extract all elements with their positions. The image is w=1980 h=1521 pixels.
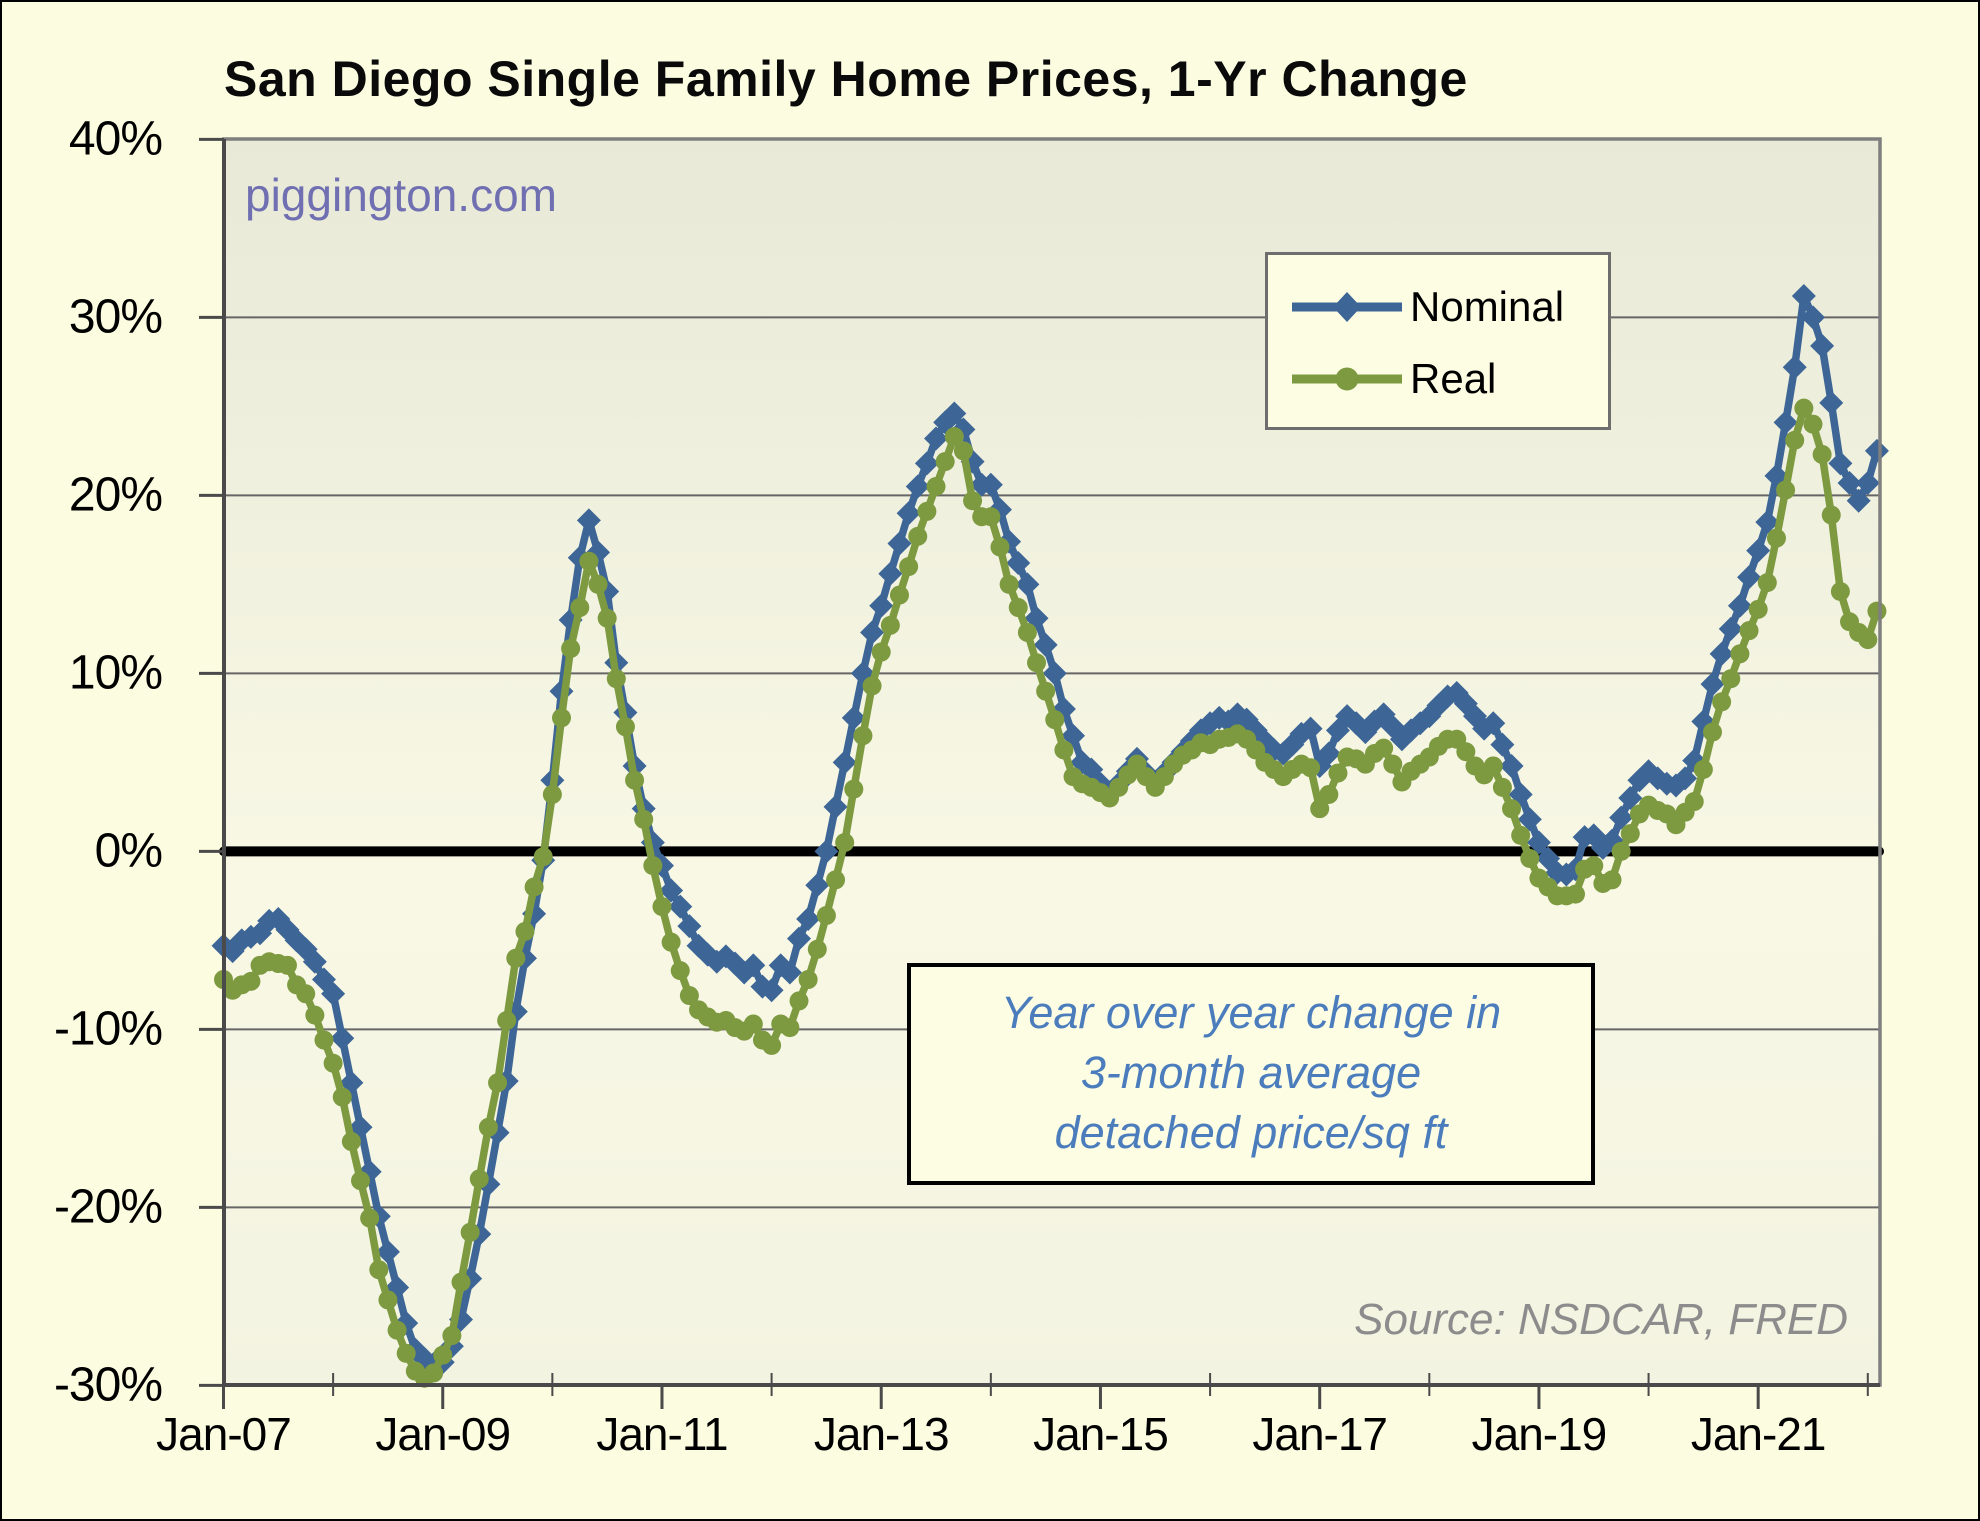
y-tick-label: 40% — [68, 112, 163, 166]
y-tick-label: -30% — [53, 1358, 163, 1412]
legend-item-nominal: Nominal — [1286, 271, 1590, 343]
nominal-series-marker-icon — [1292, 292, 1402, 322]
source-note: Source: NSDCAR, FRED — [1354, 1295, 1848, 1344]
x-tick-label: Jan-15 — [1033, 1408, 1169, 1460]
x-tick-label: Jan-11 — [596, 1408, 728, 1460]
y-tick-label: 10% — [68, 646, 163, 700]
legend: Nominal Real — [1265, 252, 1611, 430]
x-tick-label: Jan-09 — [375, 1408, 511, 1460]
legend-label-real: Real — [1410, 355, 1497, 402]
annotation-line-2: 3-month average — [1080, 1047, 1422, 1098]
legend-item-real: Real — [1286, 343, 1590, 415]
annotation-box: Year over year change in 3-month average… — [907, 963, 1595, 1185]
y-tick-label: 30% — [68, 290, 163, 344]
x-tick-label: Jan-07 — [156, 1408, 292, 1460]
annotation-line-1: Year over year change in — [1000, 987, 1502, 1038]
x-tick-label: Jan-21 — [1690, 1408, 1827, 1460]
y-tick-label: -10% — [53, 1002, 163, 1056]
annotation-line-3: detached price/sq ft — [1054, 1107, 1448, 1158]
y-tick-label: -20% — [53, 1180, 163, 1234]
x-tick-label: Jan-19 — [1471, 1408, 1608, 1460]
legend-label-nominal: Nominal — [1410, 283, 1565, 330]
y-tick-label: 0% — [94, 824, 163, 878]
chart-title: San Diego Single Family Home Prices, 1-Y… — [224, 51, 1468, 107]
real-series-marker-icon — [1292, 367, 1402, 391]
watermark: piggington.com — [245, 169, 557, 221]
y-tick-label: 20% — [68, 468, 163, 522]
x-tick-label: Jan-13 — [813, 1408, 950, 1460]
x-tick-label: Jan-17 — [1252, 1408, 1388, 1460]
